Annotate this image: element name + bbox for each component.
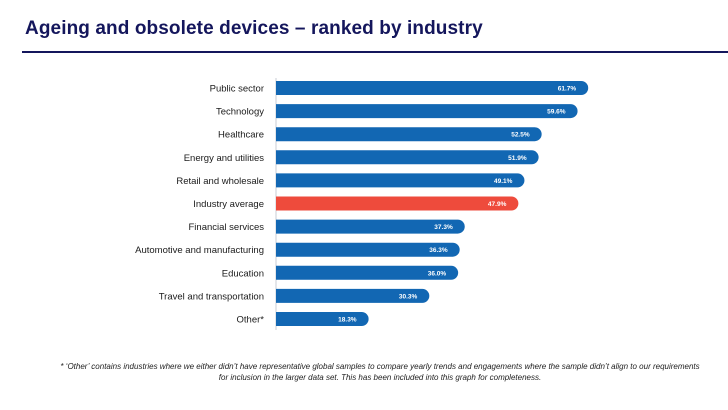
category-label: Travel and transportation — [159, 291, 264, 302]
bar — [276, 127, 542, 142]
bar — [276, 288, 430, 303]
category-label: Industry average — [193, 199, 264, 210]
bar — [276, 81, 589, 96]
value-label: 36.0% — [428, 270, 447, 277]
category-label: Financial services — [189, 222, 265, 233]
category-label: Technology — [216, 107, 264, 118]
category-label: Retail and wholesale — [176, 176, 264, 187]
bar — [276, 150, 539, 165]
footnote: * ‘Other’ contains industries where we e… — [60, 362, 700, 382]
bar — [276, 173, 525, 188]
value-label: 30.3% — [399, 293, 418, 300]
value-label: 36.3% — [429, 247, 448, 254]
bar — [276, 242, 460, 257]
category-label: Education — [222, 268, 264, 279]
value-label: 61.7% — [558, 86, 577, 93]
bar — [276, 265, 459, 280]
value-label: 37.3% — [434, 224, 453, 231]
category-label: Other* — [237, 315, 265, 326]
value-label: 47.9% — [488, 201, 507, 208]
value-label: 18.3% — [338, 317, 357, 324]
value-label: 51.9% — [508, 155, 527, 162]
category-label: Public sector — [210, 84, 264, 95]
value-label: 59.6% — [547, 109, 566, 116]
category-label: Healthcare — [218, 130, 264, 141]
category-label: Energy and utilities — [184, 153, 265, 164]
category-label: Automotive and manufacturing — [135, 245, 264, 256]
bar-chart: Public sector 61.7% Technology 59.6% Healthc… — [135, 78, 589, 330]
bar — [276, 104, 578, 119]
value-label: 52.5% — [511, 132, 530, 139]
bar — [276, 196, 519, 211]
chart-title: Ageing and obsolete devices – ranked by … — [25, 18, 483, 39]
bar — [276, 219, 465, 234]
value-label: 49.1% — [494, 178, 513, 185]
bar — [276, 312, 369, 326]
title-divider — [22, 51, 728, 53]
